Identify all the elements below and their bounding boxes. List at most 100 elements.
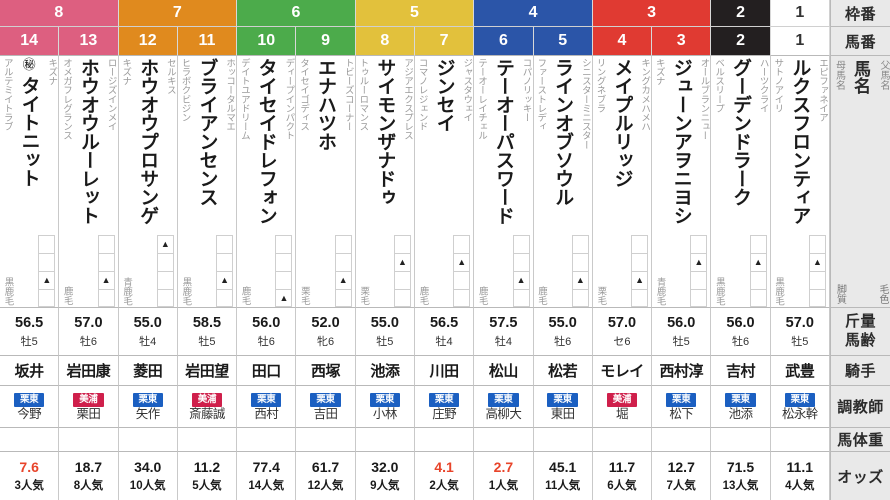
horse-number-cell[interactable]: 13: [59, 27, 119, 56]
horse-name-cell[interactable]: ロージズインメイ ホウオウルーレット オメガフレグランス 鹿毛 ▲: [59, 56, 119, 308]
trainer-cell[interactable]: 栗東 矢作: [118, 386, 178, 428]
jockey-cell[interactable]: 川田: [414, 356, 475, 386]
horse-name[interactable]: グーデンドラーク: [730, 58, 752, 206]
trainer-cell[interactable]: 栗東 東田: [533, 386, 593, 428]
horse-number-cell[interactable]: 7: [414, 27, 475, 56]
odds-cell[interactable]: 11.2 5人気: [177, 452, 238, 500]
frame-number-cell[interactable]: 2: [711, 0, 771, 27]
horse-number-cell[interactable]: 4: [592, 27, 653, 56]
jockey-cell[interactable]: 松山: [474, 356, 534, 386]
horse-name[interactable]: タイトニット: [18, 76, 40, 187]
horse-number-cell[interactable]: 12: [118, 27, 178, 56]
horse-name-cell[interactable]: ディープインパクト タイセイドレフォン デイトユアドリーム 鹿毛 ▲: [237, 56, 297, 308]
trainer-cell[interactable]: 栗東 今野: [0, 386, 60, 428]
horse-number-cell[interactable]: 11: [177, 27, 238, 56]
trainer-cell[interactable]: 栗東 松下: [652, 386, 712, 428]
frame-number-cell[interactable]: 5: [355, 0, 475, 27]
dam-name: アルテミイトラブ: [1, 58, 13, 131]
odds-cell[interactable]: 11.7 6人気: [592, 452, 653, 500]
running-style-triangle-icon: ▲: [279, 292, 289, 303]
running-style-box: [631, 235, 649, 253]
odds-cell[interactable]: 11.1 4人気: [770, 452, 830, 500]
jockey-cell[interactable]: 西村淳: [652, 356, 712, 386]
horse-name-cell[interactable]: ジャスタウェイ ジンセイ コマノレジェンド 鹿毛 ▲: [414, 56, 475, 308]
frame-number-cell[interactable]: 3: [592, 0, 712, 27]
trainer-cell[interactable]: 栗東 西村: [237, 386, 297, 428]
sex-age: 牡5: [791, 335, 809, 348]
trainer-cell[interactable]: 美浦堀: [592, 386, 653, 428]
horse-name-cell[interactable]: アジアエクスプレス サイモンザナドゥ トゥルーロマンス 栗毛 ▲: [355, 56, 415, 308]
horse-name-cell[interactable]: エピファネイア ルクスフロンティア サトノアイリ 黒鹿毛 ▲: [770, 56, 830, 308]
odds-cell[interactable]: 61.7 12人気: [296, 452, 356, 500]
jockey-cell[interactable]: 松若: [533, 356, 593, 386]
trainer-cell[interactable]: 栗東 池添: [711, 386, 771, 428]
horse-name-cell[interactable]: ホッコータルマエ ブライアンセンス ヒラボクビジン 黒鹿毛 ▲: [177, 56, 238, 308]
horse-number-cell[interactable]: 5: [533, 27, 593, 56]
horse-number-cell[interactable]: 1: [770, 27, 830, 56]
running-style-box: [216, 253, 234, 271]
horse-number-cell[interactable]: 9: [296, 27, 356, 56]
odds-cell[interactable]: 12.7 7人気: [652, 452, 712, 500]
horse-number-cell[interactable]: 2: [711, 27, 771, 56]
horse-name-cell[interactable]: トビーズコーナー エナハツホ タイセイゴディス 栗毛 ▲: [296, 56, 356, 308]
odds-cell[interactable]: 77.4 14人気: [237, 452, 297, 500]
horse-name[interactable]: テーオーパスワード: [492, 58, 514, 225]
trainer-cell[interactable]: 栗東 吉田: [296, 386, 356, 428]
jockey-cell[interactable]: 池添: [355, 356, 415, 386]
trainer-cell[interactable]: 栗東 高柳大: [474, 386, 534, 428]
odds-cell[interactable]: 7.6 3人気: [0, 452, 60, 500]
odds-cell[interactable]: 32.0 9人気: [355, 452, 415, 500]
horse-name[interactable]: ホウオウプロサンゲ: [137, 58, 159, 225]
running-style-triangle-icon: ▲: [694, 257, 704, 267]
horse-name[interactable]: ジンセイ: [433, 58, 455, 132]
jockey-cell[interactable]: 吉村: [711, 356, 771, 386]
jockey-cell[interactable]: 坂井: [0, 356, 60, 386]
popularity-rank: 8人気: [73, 480, 104, 492]
horse-name[interactable]: メイプルリッジ: [611, 58, 633, 188]
horse-name-cell[interactable]: キングカメハメハ メイプルリッジ リングネブラ 栗毛 ▲: [592, 56, 653, 308]
horse-number-cell[interactable]: 6: [474, 27, 534, 56]
horse-name[interactable]: ブライアンセンス: [196, 58, 218, 206]
horse-name-cell[interactable]: コパノリッキー テーオーパスワード テーオーレイチェル 鹿毛 ▲: [474, 56, 534, 308]
horse-name-cell[interactable]: シニスターミニスター ラインオブソウル ファーストレディ 鹿毛 ▲: [533, 56, 593, 308]
jockey-cell[interactable]: 菱田: [118, 356, 178, 386]
horse-number-cell[interactable]: 14: [0, 27, 60, 56]
horse-name[interactable]: ルクスフロンティア: [789, 58, 811, 225]
horse-name[interactable]: タイセイドレフォン: [255, 58, 277, 225]
frame-number-cell[interactable]: 7: [118, 0, 238, 27]
frame-number-cell[interactable]: 1: [770, 0, 830, 27]
horse-name-cell[interactable]: オールブランニュー ジューンアヲニヨシ キズナ 青鹿毛 ▲: [652, 56, 712, 308]
jockey-cell[interactable]: モレイ: [592, 356, 653, 386]
odds-cell[interactable]: 2.7 1人気: [474, 452, 534, 500]
horse-name-cell[interactable]: セルキス ホウオウプロサンゲ キズナ 青鹿毛 ▲: [118, 56, 178, 308]
trainer-cell[interactable]: 美浦 斎藤誠: [177, 386, 238, 428]
odds-cell[interactable]: 71.5 13人気: [711, 452, 771, 500]
horse-name[interactable]: ホウオウルーレット: [77, 58, 99, 225]
jockey-cell[interactable]: 武豊: [770, 356, 830, 386]
frame-number-cell[interactable]: 6: [237, 0, 356, 27]
odds-cell[interactable]: 18.7 8人気: [59, 452, 119, 500]
trainer-cell[interactable]: 栗東 庄野: [414, 386, 475, 428]
horse-name-cell[interactable]: ハーツクライ グーデンドラーク ベルスリープ 黒鹿毛 ▲: [711, 56, 771, 308]
trainer-cell[interactable]: 栗東 小林: [355, 386, 415, 428]
horse-number-cell[interactable]: 3: [652, 27, 712, 56]
horse-name-cell[interactable]: キズナ㊙タイトニット アルテミイトラブ 黒鹿毛 ▲: [0, 56, 60, 308]
horse-number-cell[interactable]: 8: [355, 27, 415, 56]
running-style-triangle-icon: ▲: [457, 257, 467, 267]
frame-number-cell[interactable]: 4: [474, 0, 593, 27]
jockey-cell[interactable]: 岩田望: [177, 356, 238, 386]
trainer-cell[interactable]: 美浦 栗田: [59, 386, 119, 428]
horse-name[interactable]: ラインオブソウル: [552, 58, 574, 206]
jockey-cell[interactable]: 岩田康: [59, 356, 119, 386]
odds-cell[interactable]: 34.0 10人気: [118, 452, 178, 500]
jockey-cell[interactable]: 田口: [237, 356, 297, 386]
horse-number-cell[interactable]: 10: [237, 27, 297, 56]
jockey-cell[interactable]: 西塚: [296, 356, 356, 386]
horse-name[interactable]: ジューンアヲニヨシ: [670, 58, 692, 225]
odds-cell[interactable]: 45.1 11人気: [533, 452, 593, 500]
horse-name[interactable]: エナハツホ: [315, 58, 337, 151]
frame-number-cell[interactable]: 8: [0, 0, 119, 27]
odds-cell[interactable]: 4.1 2人気: [414, 452, 475, 500]
horse-name[interactable]: サイモンザナドゥ: [374, 58, 396, 206]
trainer-cell[interactable]: 栗東 松永幹: [770, 386, 830, 428]
